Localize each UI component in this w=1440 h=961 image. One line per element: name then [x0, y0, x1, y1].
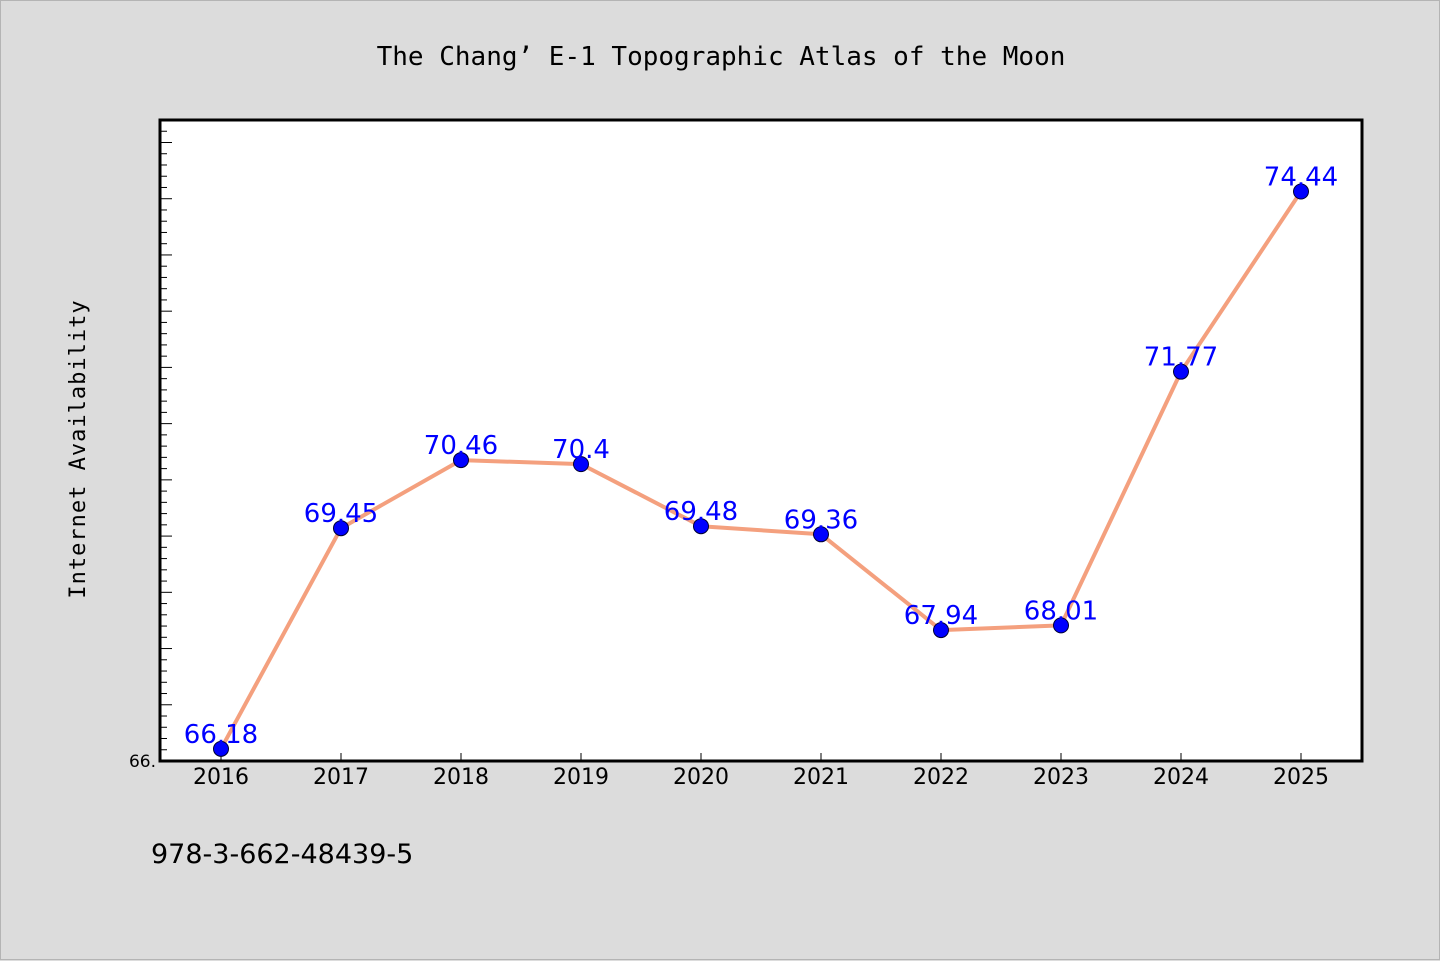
- x-tick-label: 2017: [313, 765, 369, 790]
- x-tick-label: 2023: [1033, 765, 1089, 790]
- data-point: [453, 452, 469, 469]
- x-axis-tick-labels: 2016 2017 2018 2019 2020 2021 2022 2023 2024 2025: [193, 765, 1329, 790]
- data-markers: [213, 183, 1309, 757]
- data-point: [693, 518, 709, 535]
- data-point: [933, 622, 949, 639]
- data-label: 70.46: [424, 431, 498, 461]
- data-label: 74.44: [1264, 163, 1338, 193]
- data-point: [1053, 617, 1069, 634]
- data-label: 69.48: [664, 497, 738, 527]
- data-point: [1293, 183, 1309, 200]
- data-point: [213, 740, 229, 757]
- data-label: 70.4: [552, 435, 610, 465]
- x-tick-label: 2016: [193, 765, 249, 790]
- data-label: 69.45: [304, 499, 378, 529]
- x-tick-label: 2022: [913, 765, 969, 790]
- y-tick-label: 66.: [129, 752, 156, 772]
- data-point: [813, 526, 829, 543]
- data-point: [1173, 363, 1189, 380]
- x-tick-label: 2024: [1153, 765, 1209, 790]
- x-axis-ticks: [220, 753, 1302, 761]
- y-axis-ticks: [160, 119, 172, 762]
- chart-title: The Chang’ E-1 Topographic Atlas of the …: [377, 42, 1066, 72]
- y-axis-label: Internet Availability: [66, 299, 91, 598]
- data-label: 68.01: [1024, 596, 1098, 626]
- x-tick-label: 2021: [793, 765, 849, 790]
- data-label: 69.36: [784, 505, 858, 535]
- plot-area: [158, 118, 1364, 763]
- data-labels: 66.18 69.45 70.46 70.4 69.48 69.36 67.94 68.01 7…: [184, 163, 1338, 750]
- x-tick-label: 2020: [673, 765, 729, 790]
- data-point: [573, 456, 589, 473]
- x-tick-label: 2018: [433, 765, 489, 790]
- data-label: 71.77: [1144, 343, 1218, 373]
- data-label: 66.18: [184, 720, 258, 750]
- series-line: [219, 189, 1303, 751]
- data-point: [333, 520, 349, 537]
- data-label: 67.94: [904, 601, 978, 631]
- x-tick-label: 2019: [553, 765, 609, 790]
- isbn-text: 978-3-662-48439-5: [151, 839, 413, 870]
- x-tick-label: 2025: [1273, 765, 1329, 790]
